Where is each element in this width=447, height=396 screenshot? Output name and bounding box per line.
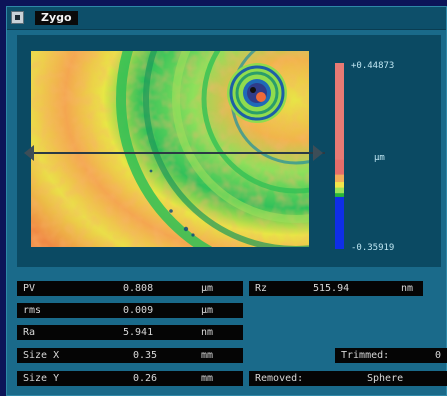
result-rz-unit: nm bbox=[401, 283, 414, 294]
result-ra-label: Ra bbox=[23, 327, 36, 338]
result-removed-value: Sphere bbox=[367, 373, 404, 384]
result-size-x-label: Size X bbox=[23, 350, 60, 361]
surface-plot-panel: +0.44873 µm -0.35919 bbox=[17, 35, 441, 267]
result-pv-label: PV bbox=[23, 283, 36, 294]
color-scale-segment bbox=[335, 159, 344, 176]
result-rz-label: Rz bbox=[255, 283, 268, 294]
result-rz: Rz 515.94 nm bbox=[249, 281, 423, 296]
result-size-y: Size Y 0.26 mm bbox=[17, 371, 243, 386]
result-rms-unit: µm bbox=[201, 305, 214, 316]
profile-end-marker[interactable] bbox=[313, 145, 323, 161]
profile-start-marker[interactable] bbox=[24, 145, 34, 161]
color-scale-unit: µm bbox=[374, 153, 385, 163]
surface-specks bbox=[149, 169, 195, 237]
result-ra-value: 5.941 bbox=[123, 327, 154, 338]
profile-line[interactable] bbox=[29, 152, 325, 154]
result-size-y-value: 0.26 bbox=[133, 373, 158, 384]
color-scale-segment bbox=[335, 187, 344, 194]
color-scale-segment bbox=[335, 63, 344, 161]
result-pv-value: 0.808 bbox=[123, 283, 154, 294]
result-rz-value: 515.94 bbox=[313, 283, 350, 294]
result-size-x-unit: mm bbox=[201, 350, 214, 361]
window-menu-icon[interactable] bbox=[11, 11, 24, 24]
color-scale-segment bbox=[335, 174, 344, 183]
result-rms-label: rms bbox=[23, 305, 42, 316]
title-bar: Zygo bbox=[7, 7, 446, 30]
result-ra: Ra 5.941 nm bbox=[17, 325, 243, 340]
analysis-window: Zygo bbox=[6, 6, 447, 396]
result-trimmed-value: 0 bbox=[435, 350, 442, 361]
color-scale-bar bbox=[335, 63, 344, 249]
result-size-x-value: 0.35 bbox=[133, 350, 158, 361]
result-removed-label: Removed: bbox=[255, 373, 304, 384]
result-rms: rms 0.009 µm bbox=[17, 303, 243, 318]
surface-feature bbox=[227, 63, 287, 123]
app-logo: Zygo bbox=[35, 11, 78, 25]
result-ra-unit: nm bbox=[201, 327, 214, 338]
color-scale-max: +0.44873 bbox=[351, 61, 395, 71]
result-trimmed-label: Trimmed: bbox=[341, 350, 390, 361]
result-pv: PV 0.808 µm bbox=[17, 281, 243, 296]
color-scale-segment bbox=[335, 196, 344, 249]
result-trimmed: Trimmed: 0 bbox=[335, 348, 447, 363]
result-size-y-unit: mm bbox=[201, 373, 214, 384]
result-pv-unit: µm bbox=[201, 283, 214, 294]
result-size-x: Size X 0.35 mm bbox=[17, 348, 243, 363]
surface-map[interactable] bbox=[31, 51, 309, 247]
color-scale-segment bbox=[335, 182, 344, 189]
color-scale-min: -0.35919 bbox=[351, 243, 395, 253]
result-removed: Removed: Sphere bbox=[249, 371, 447, 386]
result-size-y-label: Size Y bbox=[23, 373, 60, 384]
color-scale-segment bbox=[335, 193, 344, 198]
result-rms-value: 0.009 bbox=[123, 305, 154, 316]
